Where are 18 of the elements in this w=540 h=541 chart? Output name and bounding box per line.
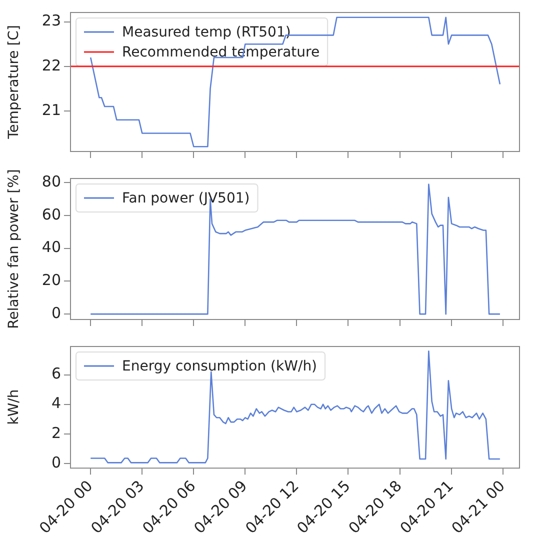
y-tick-label: 23 [42, 12, 61, 30]
y-tick-label: 0 [51, 304, 61, 322]
legend-label: Energy consumption (kW/h) [122, 358, 318, 375]
legend-label: Fan power (JV501) [122, 190, 250, 207]
y-axis-title: Temperature [C] [6, 25, 22, 139]
y-tick-label: 21 [42, 100, 61, 119]
y-tick-label: 20 [42, 271, 61, 290]
y-tick-label: 6 [51, 364, 61, 383]
y-tick-label: 40 [42, 238, 61, 256]
y-tick-label: 80 [42, 172, 61, 190]
y-tick-label: 0 [51, 453, 61, 472]
legend-label: Measured temp (RT501) [122, 24, 291, 41]
y-tick-label: 22 [42, 56, 61, 74]
y-tick-label: 60 [42, 205, 61, 224]
y-tick-label: 2 [51, 424, 61, 442]
y-tick-label: 4 [51, 394, 61, 412]
y-axis-title: Relative fan power [%] [6, 169, 22, 329]
y-axis-title: kW/h [6, 390, 22, 426]
